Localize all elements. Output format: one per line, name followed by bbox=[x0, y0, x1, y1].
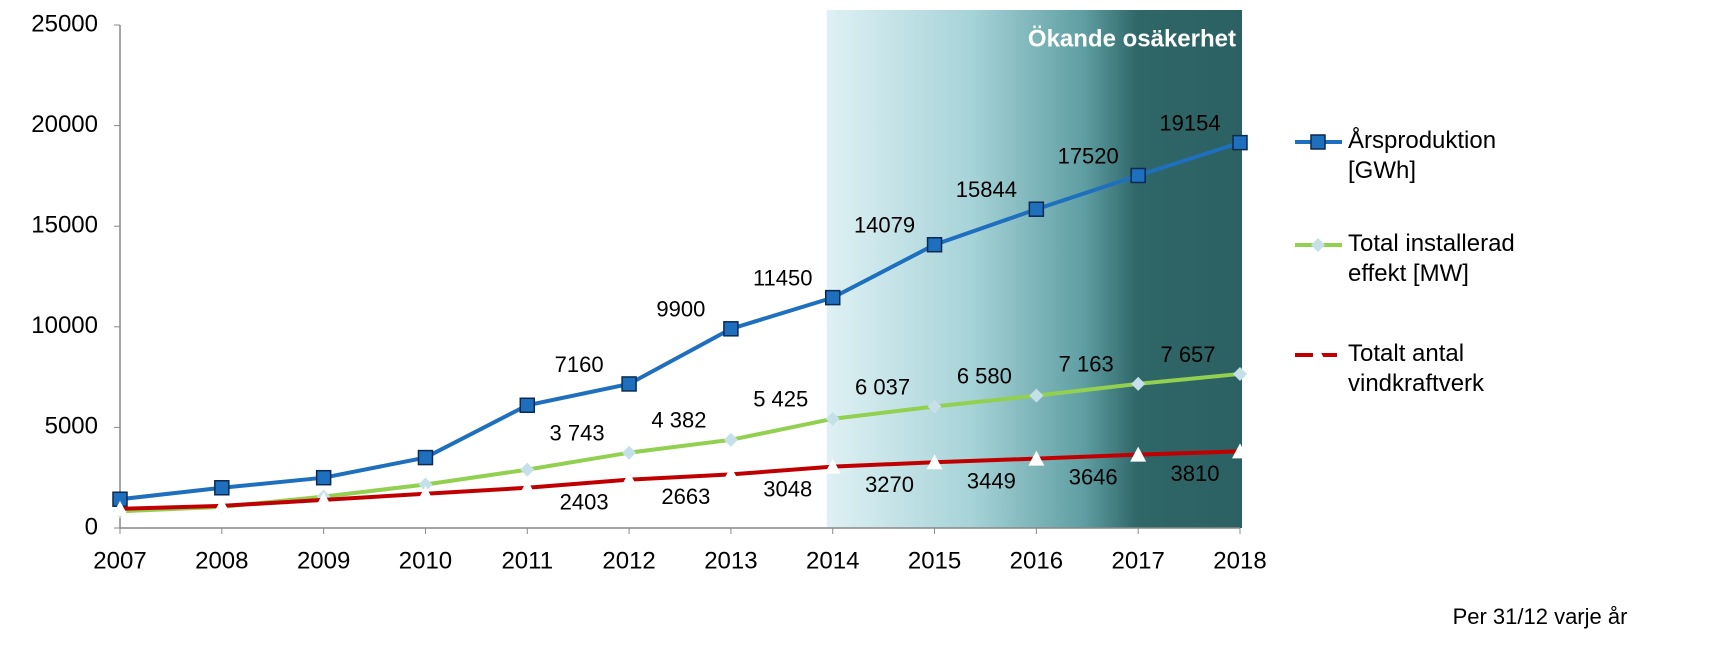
legend-marker bbox=[1311, 238, 1325, 252]
data-label: 14079 bbox=[854, 213, 915, 238]
marker bbox=[112, 500, 128, 516]
marker bbox=[722, 466, 739, 482]
data-label: 7 657 bbox=[1160, 342, 1215, 367]
marker bbox=[1232, 443, 1248, 459]
x-tick-label: 2011 bbox=[501, 547, 553, 574]
marker bbox=[621, 376, 637, 392]
data-label: 3810 bbox=[1171, 461, 1220, 486]
marker bbox=[315, 491, 332, 507]
marker bbox=[315, 469, 332, 486]
marker bbox=[1130, 167, 1146, 184]
marker bbox=[1233, 366, 1247, 381]
y-tick-label: 15000 bbox=[31, 212, 98, 239]
x-tick-label: 2008 bbox=[195, 547, 248, 574]
series-line bbox=[119, 449, 1241, 511]
y-tick-label: 0 bbox=[85, 513, 98, 540]
data-label: 4 382 bbox=[651, 408, 706, 433]
marker bbox=[213, 497, 230, 513]
data-label: 19154 bbox=[1159, 110, 1220, 135]
data-label: 17520 bbox=[1058, 143, 1119, 168]
marker bbox=[824, 289, 841, 306]
data-label: 2403 bbox=[560, 489, 609, 514]
y-tick-label: 20000 bbox=[31, 111, 98, 138]
x-tick-label: 2012 bbox=[602, 547, 655, 574]
x-tick-label: 2013 bbox=[704, 547, 757, 574]
marker bbox=[824, 458, 841, 474]
data-label: 5 425 bbox=[753, 387, 808, 412]
data-label: 6 580 bbox=[957, 363, 1012, 388]
x-tick-label: 2007 bbox=[93, 547, 146, 574]
x-tick-label: 2009 bbox=[297, 547, 350, 574]
marker bbox=[927, 399, 942, 414]
marker bbox=[1131, 376, 1146, 391]
x-tick-label: 2018 bbox=[1213, 547, 1266, 574]
marker bbox=[622, 445, 637, 460]
data-label: 3449 bbox=[967, 468, 1016, 493]
uncertainty-band bbox=[826, 10, 1242, 528]
legend-marker bbox=[1310, 134, 1326, 150]
y-tick-label: 5000 bbox=[45, 413, 98, 440]
legend-label: Totalt antal vindkraftverk bbox=[1348, 340, 1485, 397]
data-label: 7 163 bbox=[1059, 352, 1114, 377]
marker bbox=[723, 432, 738, 447]
data-label: 15844 bbox=[956, 177, 1017, 202]
marker bbox=[926, 454, 943, 470]
marker bbox=[926, 236, 943, 253]
marker bbox=[723, 321, 739, 337]
data-label: 11450 bbox=[753, 265, 813, 290]
data-label: 3 743 bbox=[550, 421, 605, 446]
data-label: 3048 bbox=[763, 476, 812, 501]
marker bbox=[520, 462, 535, 477]
marker bbox=[1232, 134, 1248, 151]
marker bbox=[825, 411, 840, 426]
data-label: 2663 bbox=[661, 484, 710, 509]
marker bbox=[214, 480, 230, 496]
marker bbox=[621, 471, 638, 487]
data-label: 9900 bbox=[656, 297, 705, 322]
legend-marker bbox=[1310, 347, 1326, 362]
marker bbox=[1028, 450, 1045, 466]
data-label: 3646 bbox=[1069, 464, 1118, 489]
x-tick-label: 2014 bbox=[806, 547, 859, 574]
marker bbox=[1029, 388, 1044, 403]
series-line bbox=[119, 140, 1241, 502]
x-tick-label: 2016 bbox=[1010, 547, 1063, 574]
x-tick-label: 2015 bbox=[908, 547, 961, 574]
band-label: Ökande osäkerhet bbox=[1028, 25, 1236, 52]
marker bbox=[1130, 446, 1147, 462]
marker bbox=[418, 477, 433, 492]
note: Per 31/12 varje år bbox=[1453, 604, 1628, 629]
marker bbox=[519, 479, 536, 495]
marker bbox=[1028, 201, 1045, 217]
y-tick-label: 25000 bbox=[31, 10, 98, 37]
x-tick-label: 2017 bbox=[1111, 547, 1164, 574]
data-label: 7160 bbox=[555, 352, 604, 377]
legend-label: Total installerad effekt [MW] bbox=[1348, 230, 1515, 287]
marker bbox=[417, 485, 434, 501]
data-label: 3270 bbox=[865, 472, 914, 497]
series-line bbox=[119, 371, 1241, 514]
legend-label: Årsproduktion [GWh] bbox=[1348, 126, 1496, 184]
data-label: 6 037 bbox=[855, 374, 910, 399]
x-tick-label: 2010 bbox=[399, 547, 452, 574]
marker bbox=[519, 397, 536, 414]
y-tick-label: 10000 bbox=[31, 312, 98, 339]
marker bbox=[417, 449, 434, 466]
